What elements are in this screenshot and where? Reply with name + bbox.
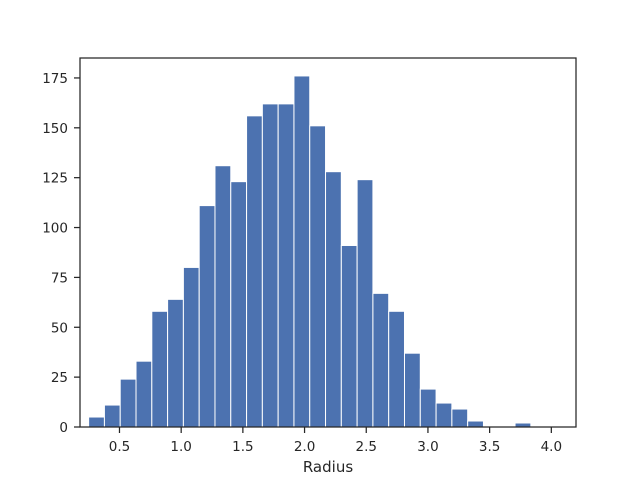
- histogram-bar: [246, 115, 263, 428]
- plot-frame: [79, 57, 577, 428]
- histogram-bar: [135, 360, 153, 428]
- histogram-bar: [167, 298, 184, 428]
- histogram-bar: [230, 181, 248, 428]
- x-tick-label: 1.5: [232, 439, 253, 455]
- y-tick-label: 75: [51, 270, 68, 286]
- histogram-bar: [388, 310, 405, 428]
- x-tick-label: 2.5: [356, 439, 377, 455]
- histogram-bar: [88, 416, 105, 428]
- histogram-bar: [198, 205, 216, 428]
- y-tick-label: 50: [51, 320, 68, 336]
- histogram-bar: [467, 420, 484, 428]
- histogram-bar: [356, 179, 374, 428]
- histogram-bar: [277, 103, 295, 428]
- x-tick-label: 1.0: [170, 439, 191, 455]
- y-axis-ticks: 0 25 50 75 100 125 150 175: [42, 71, 80, 436]
- histogram-bar: [214, 165, 232, 428]
- histogram-bar: [119, 378, 137, 428]
- x-tick-label: 2.0: [294, 439, 315, 455]
- y-tick-label: 25: [51, 370, 68, 386]
- histogram-bar: [103, 404, 121, 428]
- y-tick-label: 150: [42, 121, 68, 137]
- histogram-bar: [404, 352, 421, 428]
- x-tick-label: 0.5: [109, 439, 130, 455]
- histogram-bar: [325, 171, 342, 428]
- y-tick-label: 0: [59, 420, 68, 436]
- histogram-bar: [372, 292, 390, 428]
- histogram-bar: [261, 103, 279, 428]
- histogram-bar: [435, 402, 453, 428]
- histogram-bar: [451, 408, 469, 428]
- histogram-bar: [419, 388, 437, 428]
- y-tick-label: 125: [42, 171, 68, 187]
- histogram-bar: [309, 125, 327, 428]
- x-tick-label: 3.5: [479, 439, 500, 455]
- histogram-bar: [340, 244, 358, 428]
- y-tick-label: 100: [42, 221, 68, 237]
- histogram-bar: [182, 266, 200, 428]
- y-tick-label: 175: [42, 71, 68, 87]
- x-tick-label: 3.0: [417, 439, 438, 455]
- x-axis-ticks: 0.5 1.0 1.5 2.0 2.5 3.0 3.5 4.0: [109, 427, 562, 455]
- histogram-bar: [293, 75, 311, 428]
- bars-group: [88, 75, 532, 428]
- x-axis-label: Radius: [303, 458, 353, 476]
- histogram-bar: [151, 310, 169, 428]
- x-tick-label: 4.0: [541, 439, 562, 455]
